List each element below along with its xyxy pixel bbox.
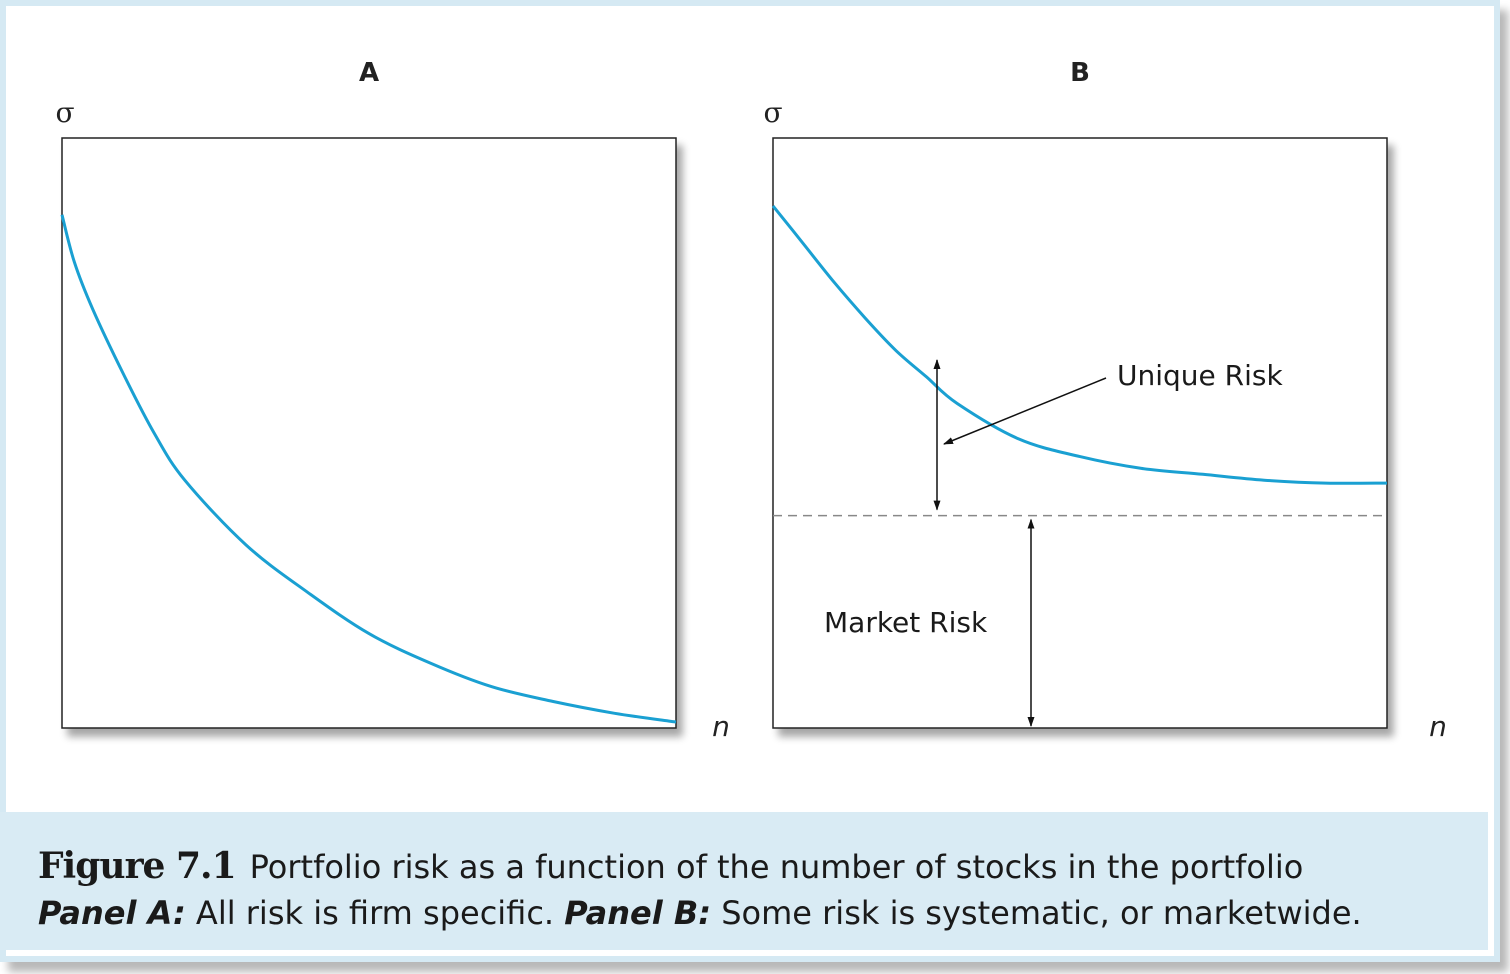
unique-risk-pointer-arrow (943, 377, 1107, 445)
panel-b-plot-area (772, 137, 1388, 729)
figure-caption-panel-line: Panel A: All risk is firm specific. Pane… (38, 894, 1362, 932)
panel-b-y-axis-label: σ (763, 96, 782, 129)
panel-b-x-axis-label: n (1429, 710, 1447, 743)
figure-title: Portfolio risk as a function of the numb… (249, 848, 1304, 886)
panel-a-y-axis-label: σ (55, 96, 74, 129)
panel-a-plot-area (61, 137, 677, 729)
panel-a: A σ n (55, 58, 729, 743)
panel-a-risk-curve (60, 214, 677, 724)
figure-number: Figure 7.1 (38, 845, 237, 887)
panel-b-risk-curve (771, 204, 1388, 485)
panel-a-caption-label: Panel A: (38, 894, 186, 932)
panel-b-caption-label: Panel B: (564, 894, 712, 932)
panel-b-caption-text: Some risk is systematic, or marketwide. (711, 894, 1362, 932)
panel-a-title: A (359, 58, 379, 88)
panel-a-x-axis-label: n (712, 710, 730, 743)
panel-a-caption-text: All risk is firm specific. (185, 894, 565, 932)
caption-band (0, 812, 1488, 950)
market-risk-label: Market Risk (824, 606, 988, 639)
unique-risk-label: Unique Risk (1117, 359, 1283, 392)
panel-b-title: B (1070, 58, 1090, 88)
figure-caption-title-line: Figure 7.1 Portfolio risk as a function o… (38, 845, 1303, 887)
panel-b: B σ Unique Risk Market Risk n (763, 58, 1446, 743)
